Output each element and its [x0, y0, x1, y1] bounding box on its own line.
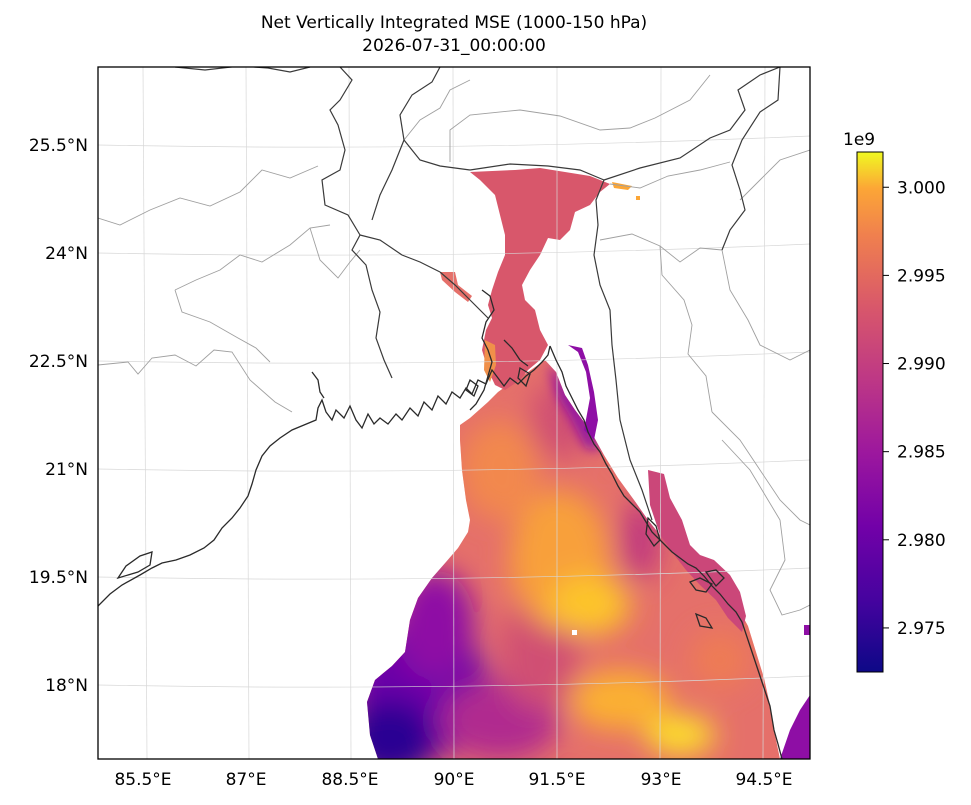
lat-tick-label: 21°N [45, 460, 88, 480]
colorbar-tick-label: 2.985 [897, 443, 946, 463]
country-boundaries [174, 67, 781, 521]
map-frame [97, 66, 811, 760]
colorbar-gradient [856, 151, 884, 673]
colorbar-ticks: 3.000 2.995 2.990 2.985 2.980 2.975 [883, 178, 946, 639]
state-boundaries [98, 74, 810, 616]
lon-tick-label: 85.5°E [114, 770, 171, 790]
colorbar-tick-label: 2.980 [897, 531, 946, 551]
colorbar-exponent: 1e9 [843, 130, 875, 150]
lon-tick-label: 87°E [226, 770, 267, 790]
map-timestamp: 2026-07-31_00:00:00 [362, 36, 546, 56]
colorbar-tick-label: 2.975 [897, 619, 946, 639]
colorbar-tick-label: 2.990 [897, 355, 946, 375]
lat-tick-label: 19.5°N [29, 568, 88, 588]
lat-tick-label: 24°N [45, 244, 88, 264]
colorbar-tick-label: 2.995 [897, 266, 946, 286]
lat-tick-label: 18°N [45, 676, 88, 696]
coastline [98, 289, 783, 759]
map-plot-area [98, 67, 810, 759]
map-title: Net Vertically Integrated MSE (1000-150 … [260, 13, 648, 33]
lon-tick-label: 91.5°E [528, 770, 585, 790]
lon-tick-label: 88.5°E [321, 770, 378, 790]
longitude-axis: 85.5°E 87°E 88.5°E 90°E 91.5°E 93°E 94.5… [114, 770, 792, 790]
gridlines [98, 67, 810, 759]
latitude-axis: 25.5°N 24°N 22.5°N 21°N 19.5°N 18°N [29, 136, 88, 696]
colorbar: 1e9 3.000 2.995 2.990 2.985 2.980 2.975 [843, 130, 946, 673]
lat-tick-label: 22.5°N [29, 352, 88, 372]
lon-tick-label: 90°E [434, 770, 475, 790]
colorbar-tick-label: 3.000 [897, 178, 946, 198]
lon-tick-label: 94.5°E [735, 770, 792, 790]
lat-tick-label: 25.5°N [29, 136, 88, 156]
lon-tick-label: 93°E [641, 770, 682, 790]
